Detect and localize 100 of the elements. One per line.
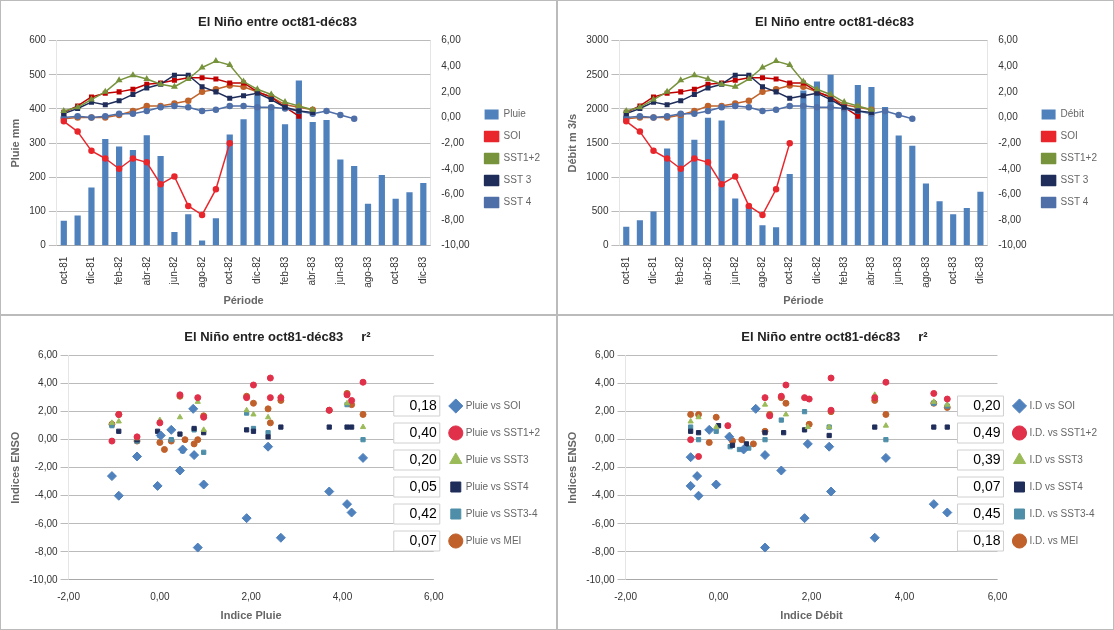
legend-label: I.D. vs MEI bbox=[1029, 534, 1079, 546]
x-tick-label: 6,00 bbox=[987, 590, 1008, 602]
y-axis-title: Débit m 3/s bbox=[565, 113, 578, 173]
x-tick-label: feb-82 bbox=[112, 256, 124, 286]
legend-label: SST 3 bbox=[1060, 174, 1089, 186]
annotation: 0,40 bbox=[409, 423, 438, 440]
y-tick-label: 0 bbox=[40, 239, 47, 251]
x-tick-label: ago-83 bbox=[361, 256, 373, 288]
y-tick-label: 300 bbox=[29, 136, 47, 148]
y-tick-label: -8,00 bbox=[34, 545, 58, 557]
x-tick-label: feb-82 bbox=[674, 256, 686, 286]
annotation: 0,07 bbox=[409, 531, 438, 548]
x-axis-title: Période bbox=[223, 294, 264, 307]
x-tick-label: dic-82 bbox=[251, 256, 263, 284]
legend-label: Débit bbox=[1060, 108, 1085, 120]
y2-tick-label: 0,00 bbox=[998, 111, 1019, 123]
chart-title: El Niño entre oct81-déc83 bbox=[755, 14, 914, 30]
y2-tick-label: -4,00 bbox=[998, 162, 1022, 174]
x-tick-label: oct-81 bbox=[620, 256, 632, 285]
x-tick-label: dic-83 bbox=[417, 256, 429, 284]
y-tick-label: -10,00 bbox=[29, 573, 58, 585]
y-tick-label: -4,00 bbox=[34, 489, 58, 501]
y-tick-label: 4,00 bbox=[595, 377, 615, 389]
y-tick-label: 500 bbox=[591, 205, 609, 217]
legend-label: Pluie bbox=[503, 108, 527, 120]
y2-tick-label: -6,00 bbox=[441, 188, 465, 200]
x-tick-label: oct-82 bbox=[783, 256, 795, 285]
x-tick-label: jun-82 bbox=[728, 256, 740, 286]
x-tick-label: ago-82 bbox=[195, 256, 207, 288]
y-tick-label: 100 bbox=[29, 205, 47, 217]
annotation: 0,49 bbox=[973, 423, 1001, 440]
legend-label: Pluie vs SST1+2 bbox=[465, 426, 541, 438]
y-tick-label: 2500 bbox=[586, 68, 609, 80]
annotation: 0,18 bbox=[973, 531, 1001, 548]
x-tick-label: dic-83 bbox=[974, 256, 986, 284]
annotation: 0,07 bbox=[973, 477, 1001, 494]
x-tick-label: oct-81 bbox=[57, 256, 69, 285]
x-tick-label: abr-83 bbox=[306, 256, 318, 286]
legend-label: I.D vs SST3 bbox=[1029, 453, 1084, 465]
y-tick-label: 3000 bbox=[586, 34, 609, 46]
y-axis-title: Pluie mm bbox=[8, 118, 21, 168]
y2-tick-label: 2,00 bbox=[998, 85, 1019, 97]
x-tick-label: jun-82 bbox=[168, 256, 180, 286]
x-tick-label: 4,00 bbox=[332, 590, 353, 602]
x-tick-label: jun-83 bbox=[892, 256, 904, 286]
legend-label: I.D. vs SST3-4 bbox=[1029, 507, 1095, 519]
x-tick-label: jun-83 bbox=[334, 256, 346, 286]
x-tick-label: abr-83 bbox=[865, 256, 877, 286]
y2-tick-label: 0,00 bbox=[441, 111, 462, 123]
chart-title: El Niño entre oct81-déc83 r² bbox=[741, 329, 929, 345]
y-tick-label: -2,00 bbox=[591, 461, 615, 473]
legend-label: Pluie vs SOI bbox=[465, 399, 521, 411]
x-tick-label: dic-81 bbox=[647, 256, 659, 284]
y2-tick-label: 6,00 bbox=[998, 34, 1019, 46]
legend-label: SOI bbox=[1060, 130, 1078, 142]
x-tick-label: feb-83 bbox=[278, 256, 290, 286]
y-tick-label: -10,00 bbox=[586, 573, 615, 585]
annotation: 0,42 bbox=[409, 504, 438, 521]
legend-label: SST1+2 bbox=[1060, 152, 1098, 164]
y2-tick-label: -10,00 bbox=[441, 239, 471, 251]
legend-label: Pluie vs SST4 bbox=[465, 480, 530, 492]
y-tick-label: 600 bbox=[29, 34, 47, 46]
annotation: 0,05 bbox=[409, 477, 438, 494]
y-tick-label: -8,00 bbox=[591, 545, 615, 557]
y-tick-label: 6,00 bbox=[38, 349, 58, 361]
y2-tick-label: -8,00 bbox=[441, 213, 465, 225]
y-tick-label: -6,00 bbox=[34, 517, 58, 529]
legend-label: SST 4 bbox=[503, 196, 532, 208]
y-tick-label: 500 bbox=[29, 68, 47, 80]
y-tick-label: 2,00 bbox=[38, 405, 58, 417]
y-axis-title: Indices ENSO bbox=[8, 431, 21, 504]
y-tick-label: 6,00 bbox=[595, 349, 615, 361]
y-tick-label: 4,00 bbox=[38, 377, 58, 389]
x-tick-label: abr-82 bbox=[701, 256, 713, 286]
y-tick-label: 1000 bbox=[586, 171, 609, 183]
y2-tick-label: -2,00 bbox=[441, 136, 465, 148]
x-tick-label: feb-83 bbox=[837, 256, 849, 286]
legend-label: SOI bbox=[503, 130, 521, 142]
x-tick-label: 0,00 bbox=[708, 590, 729, 602]
x-tick-label: 2,00 bbox=[241, 590, 262, 602]
x-tick-label: 6,00 bbox=[424, 590, 444, 602]
y-tick-label: 0,00 bbox=[595, 433, 615, 445]
legend-label: SST 4 bbox=[1060, 196, 1089, 208]
x-tick-label: 2,00 bbox=[801, 590, 822, 602]
x-tick-label: abr-82 bbox=[140, 256, 152, 286]
y2-tick-label: -10,00 bbox=[998, 239, 1028, 251]
y-tick-label: 400 bbox=[29, 102, 47, 114]
x-tick-label: 0,00 bbox=[150, 590, 171, 602]
y-tick-label: -4,00 bbox=[591, 489, 615, 501]
y-axis-title: Indices ENSO bbox=[565, 431, 578, 504]
annotation: 0,39 bbox=[973, 450, 1001, 467]
legend-label: I.D. vs SST1+2 bbox=[1029, 426, 1098, 438]
x-tick-label: oct-82 bbox=[223, 256, 235, 285]
legend-label: Pluie vs SST3-4 bbox=[465, 507, 538, 519]
legend-label: Pluie vs MEI bbox=[465, 534, 522, 546]
y-tick-label: -6,00 bbox=[591, 517, 615, 529]
x-axis-title: Indice Débit bbox=[780, 609, 844, 622]
x-tick-label: -2,00 bbox=[57, 590, 81, 602]
x-tick-label: oct-83 bbox=[946, 256, 958, 285]
y-tick-label: 2000 bbox=[586, 102, 609, 114]
